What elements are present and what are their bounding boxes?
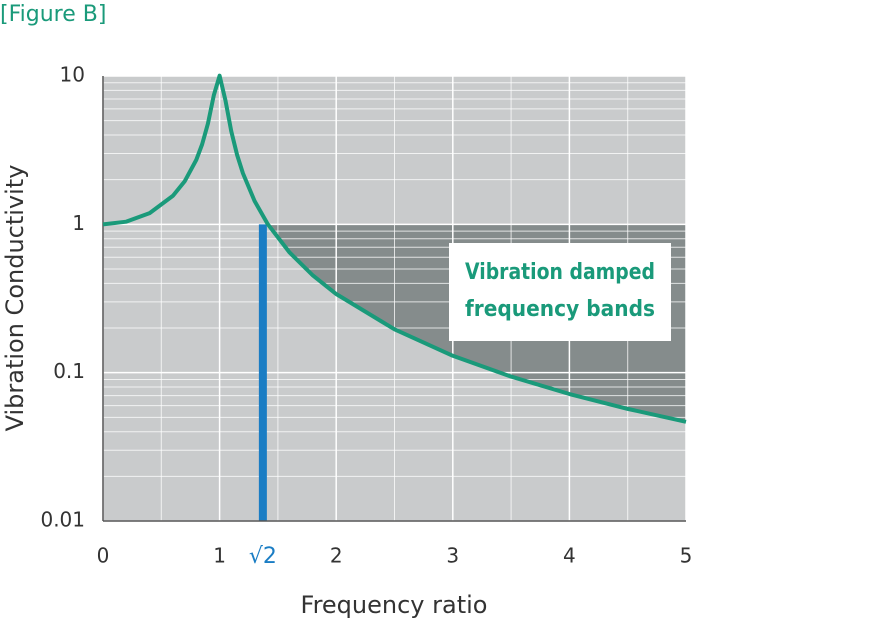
y-tick-label: 1 [72,211,85,235]
y-tick-label: 0.1 [53,359,85,383]
annotation-box [449,243,671,341]
annotation-text: frequency bands [465,297,655,322]
x-tick-label: 0 [97,544,110,568]
x-tick-label: 4 [563,544,576,568]
y-tick-label: 0.01 [40,508,85,532]
x-tick-label: 1 [213,544,226,568]
x-tick-label: 5 [680,544,693,568]
chart-title: [Figure B] [0,2,106,27]
x-tick-label: 3 [446,544,459,568]
x-tick-label: √2 [249,544,277,569]
x-axis-label: Frequency ratio [301,591,488,619]
annotation-text: Vibration damped [465,260,655,285]
x-tick-label: 2 [330,544,343,568]
y-tick-label: 10 [60,63,85,87]
curve [102,73,687,424]
y-axis-label: Vibration Conductivity [1,165,29,432]
